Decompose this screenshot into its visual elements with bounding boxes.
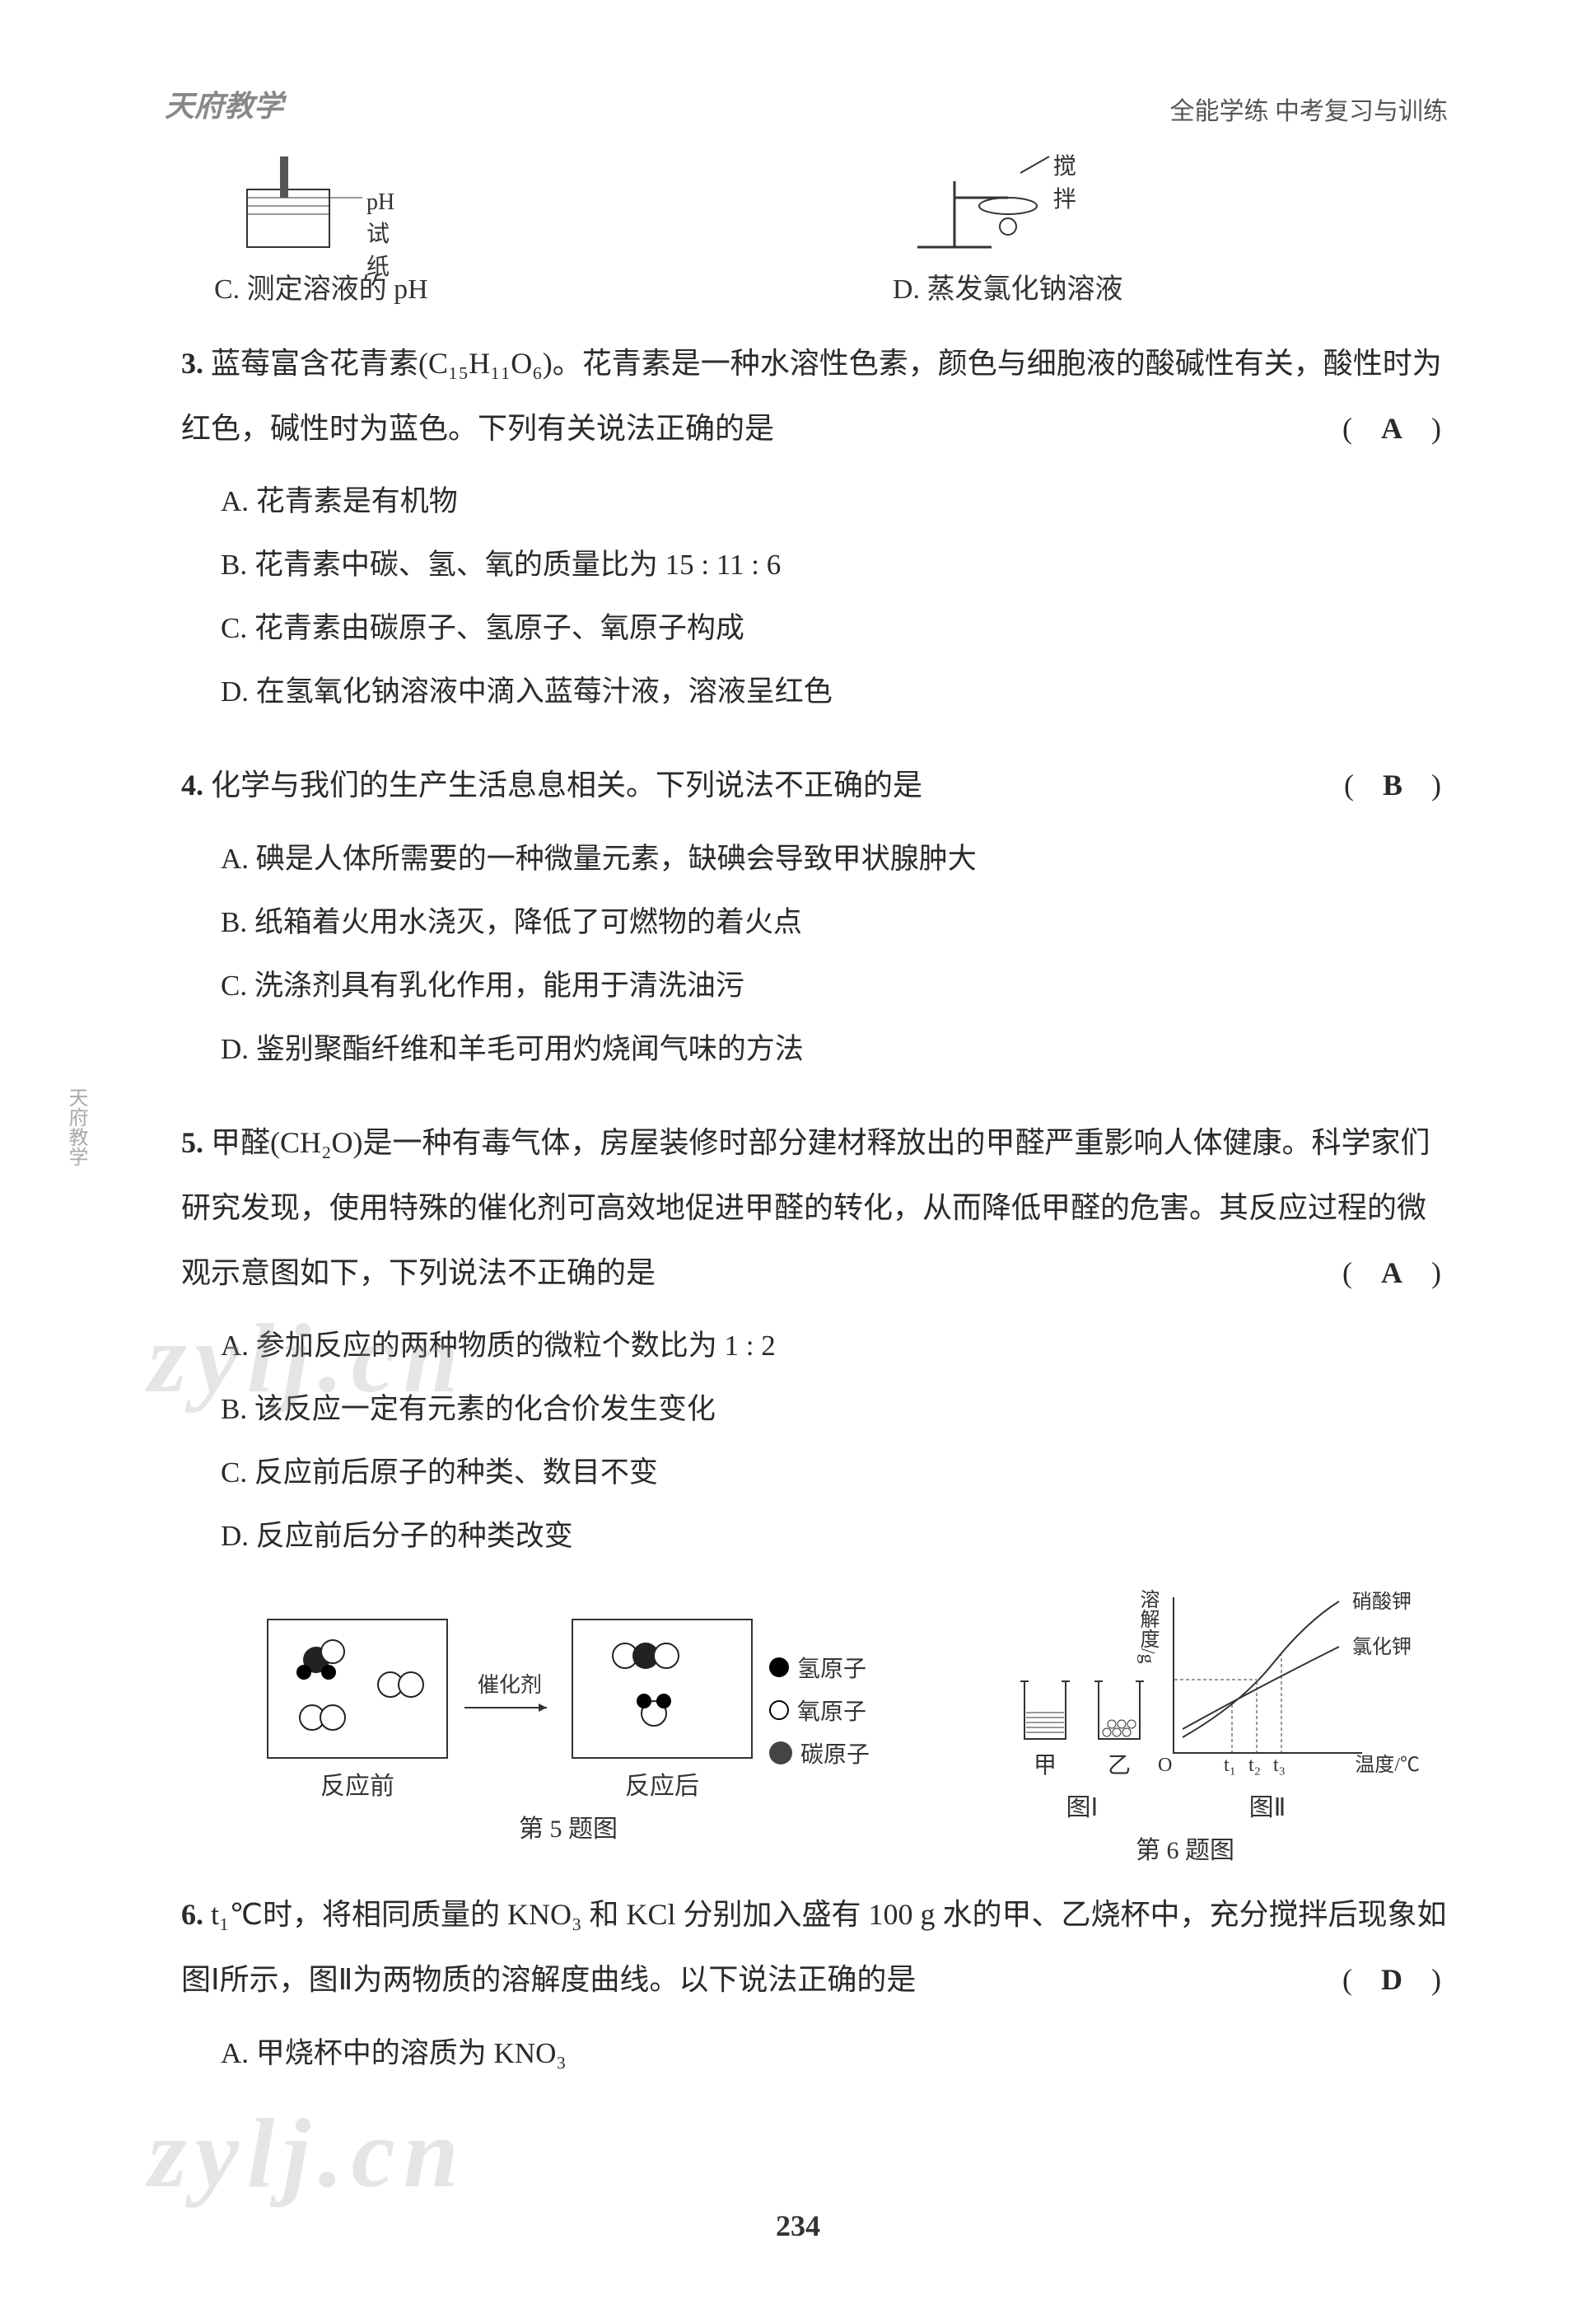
page-number: 234 bbox=[776, 2209, 820, 2243]
option-d-text: D. 蒸发氯化钠溶液 bbox=[893, 266, 1123, 306]
q3-choices: A. 花青素是有机物 B. 花青素中碳、氢、氧的质量比为 15 : 11 : 6… bbox=[181, 470, 1448, 723]
figure-row: 反应前 催化剂 bbox=[181, 1597, 1448, 1866]
q5-figure-caption: 第 5 题图 bbox=[519, 1808, 618, 1844]
q6-choices: A. 甲烧杯中的溶质为 KNO₃ bbox=[181, 2022, 1448, 2085]
beaker2-label: 乙 bbox=[1108, 1747, 1131, 1780]
q4-stem: 化学与我们的生产生活息息相关。下列说法不正确的是 bbox=[211, 769, 922, 802]
question-3: 3. 蓝莓富含花青素(C₁₅H₁₁O₆)。花青素是一种水溶性色素，颜色与细胞液的… bbox=[181, 331, 1448, 723]
logo-text: 天府教学 bbox=[165, 82, 283, 125]
q5-choice-c: C. 反应前后原子的种类、数目不变 bbox=[221, 1441, 1448, 1504]
q6-stem: t₁℃时，将相同质量的 KNO₃ 和 KCl 分别加入盛有 100 g 水的甲、… bbox=[181, 1898, 1447, 1996]
q6-answer: D bbox=[1381, 1963, 1409, 1996]
fig1-label: 图Ⅰ bbox=[1066, 1787, 1099, 1823]
curve2-label: 氯化钾 bbox=[1352, 1630, 1412, 1659]
q5-choices: A. 参加反应的两种物质的微粒个数比为 1 : 2 B. 该反应一定有元素的化合… bbox=[181, 1314, 1448, 1568]
header-right-text: 全能学练 中考复习与训练 bbox=[1170, 91, 1449, 127]
q4-choice-d: D. 鉴别聚酯纤维和羊毛可用灼烧闻气味的方法 bbox=[221, 1017, 1448, 1081]
q5-figure-group: 反应前 催化剂 bbox=[267, 1619, 870, 1844]
q3-choice-d: D. 在氢氧化钠溶液中滴入蓝莓汁液，溶液呈红色 bbox=[221, 660, 1448, 723]
chart-t1: t₁ bbox=[1224, 1755, 1236, 1777]
q5-num: 5. bbox=[181, 1126, 203, 1159]
beaker-yi-icon bbox=[1082, 1665, 1156, 1747]
legend-h: 氢原子 bbox=[797, 1651, 866, 1684]
q3-choice-c: C. 花青素由碳原子、氢原子、氧原子构成 bbox=[221, 596, 1448, 660]
option-c-block: pH试纸 C. 测定溶液的 pH bbox=[214, 148, 769, 306]
watermark-2: zylj.cn bbox=[148, 2096, 467, 2210]
q5-answer: A bbox=[1381, 1256, 1409, 1289]
q4-choice-c: C. 洗涤剂具有乳化作用，能用于清洗油污 bbox=[221, 954, 1448, 1017]
solubility-chart: 硝酸钾 氯化钾 溶解度/g O t₁ t₂ t₃ 温度/℃ bbox=[1173, 1597, 1362, 1754]
question-6: 6. t₁℃时，将相同质量的 KNO₃ 和 KCl 分别加入盛有 100 g 水… bbox=[181, 1882, 1448, 2084]
option-c-text: C. 测定溶液的 pH bbox=[214, 266, 428, 306]
q5-choice-d: D. 反应前后分子的种类改变 bbox=[221, 1504, 1448, 1568]
q4-answer: B bbox=[1383, 769, 1409, 802]
q3-stem: 蓝莓富含花青素(C₁₅H₁₁O₆)。花青素是一种水溶性色素，颜色与细胞液的酸碱性… bbox=[181, 347, 1442, 445]
carbon-atom-icon bbox=[769, 1741, 792, 1764]
q5-after-label: 反应后 bbox=[625, 1765, 699, 1802]
q3-answer: A bbox=[1381, 412, 1409, 445]
curve1-label: 硝酸钾 bbox=[1352, 1585, 1412, 1614]
top-options-row: pH试纸 C. 测定溶液的 pH 搅拌 D. 蒸发氯化钠溶液 bbox=[181, 148, 1448, 306]
q5-choice-b: B. 该反应一定有元素的化合价发生变化 bbox=[221, 1377, 1448, 1441]
beaker1-label: 甲 bbox=[1034, 1747, 1057, 1780]
fig2-label: 图Ⅱ bbox=[1249, 1787, 1286, 1823]
q5-before-box bbox=[267, 1619, 448, 1759]
q6-figure-group: 甲 bbox=[1008, 1597, 1362, 1866]
chart-t3: t₃ bbox=[1273, 1755, 1286, 1777]
q3-choice-a: A. 花青素是有机物 bbox=[221, 470, 1448, 533]
oxygen-atom-icon bbox=[769, 1700, 789, 1720]
q6-answer-blank: ( D ) bbox=[1342, 1947, 1448, 2012]
q5-arrow: 催化剂 bbox=[464, 1693, 555, 1727]
q4-answer-blank: ( B ) bbox=[1344, 753, 1448, 818]
legend-o: 氧原子 bbox=[797, 1694, 866, 1727]
q5-choice-a: A. 参加反应的两种物质的微粒个数比为 1 : 2 bbox=[221, 1314, 1448, 1377]
q4-choices: A. 碘是人体所需要的一种微量元素，缺碘会导致甲状腺肿大 B. 纸箱着火用水浇灭… bbox=[181, 827, 1448, 1081]
q5-answer-blank: ( A ) bbox=[1342, 1241, 1448, 1306]
q3-answer-blank: ( A ) bbox=[1342, 396, 1448, 461]
side-label: 天府教学 bbox=[25, 1087, 91, 1252]
q4-num: 4. bbox=[181, 769, 203, 802]
q6-figure-caption: 第 6 题图 bbox=[1136, 1830, 1234, 1866]
stir-label: 搅拌 bbox=[1053, 148, 1090, 214]
q5-before-label: 反应前 bbox=[320, 1765, 394, 1802]
q3-choice-b: B. 花青素中碳、氢、氧的质量比为 15 : 11 : 6 bbox=[221, 533, 1448, 596]
ylabel: 溶解度/g bbox=[1133, 1589, 1162, 1664]
q4-choice-b: B. 纸箱着火用水浇灭，降低了可燃物的着火点 bbox=[221, 890, 1448, 954]
ph-paper-label: pH试纸 bbox=[366, 189, 395, 282]
beaker-jia-icon bbox=[1008, 1665, 1082, 1747]
hydrogen-atom-icon bbox=[769, 1657, 789, 1677]
q5-stem: 甲醛(CH₂O)是一种有毒气体，房屋装修时部分建材释放出的甲醛严重影响人体健康。… bbox=[181, 1126, 1430, 1289]
chart-origin: O bbox=[1158, 1755, 1172, 1777]
q4-choice-a: A. 碘是人体所需要的一种微量元素，缺碘会导致甲状腺肿大 bbox=[221, 827, 1448, 890]
question-5: 5. 甲醛(CH₂O)是一种有毒气体，房屋装修时部分建材释放出的甲醛严重影响人体… bbox=[181, 1110, 1448, 1568]
q5-legend: 氢原子 氧原子 碳原子 bbox=[769, 1651, 870, 1769]
q6-choice-a: A. 甲烧杯中的溶质为 KNO₃ bbox=[221, 2022, 1448, 2085]
option-d-block: 搅拌 D. 蒸发氯化钠溶液 bbox=[893, 148, 1448, 306]
q6-num: 6. bbox=[181, 1898, 203, 1931]
question-4: 4. 化学与我们的生产生活息息相关。下列说法不正确的是 ( B ) A. 碘是人… bbox=[181, 753, 1448, 1080]
q5-arrow-label: 催化剂 bbox=[478, 1668, 542, 1699]
q3-num: 3. bbox=[181, 347, 203, 380]
legend-c: 碳原子 bbox=[800, 1736, 870, 1769]
chart-t2: t₂ bbox=[1248, 1755, 1261, 1777]
xlabel: 温度/℃ bbox=[1355, 1748, 1420, 1777]
q5-after-box bbox=[572, 1619, 753, 1759]
main-content: pH试纸 C. 测定溶液的 pH 搅拌 D. 蒸发氯化钠溶液 3. 蓝莓富含花青… bbox=[99, 148, 1497, 2085]
